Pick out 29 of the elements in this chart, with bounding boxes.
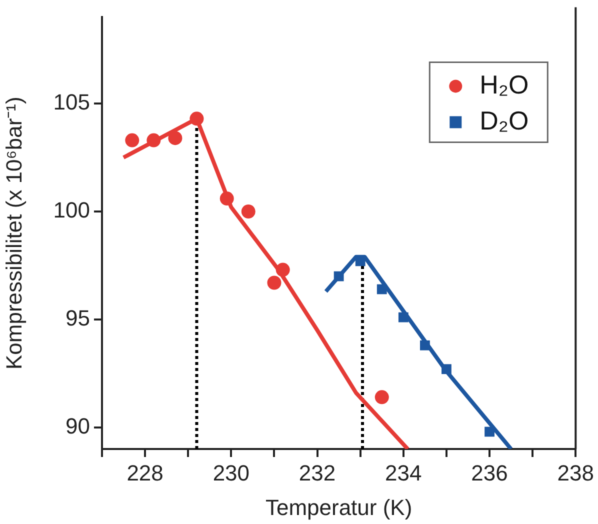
point [376,284,387,294]
y-tick-label: 100 [53,198,90,223]
point [168,131,182,146]
legend-label: D₂O [480,105,529,136]
point [267,276,282,290]
point [442,364,452,374]
x-tick-label: 236 [471,460,508,486]
point [241,204,256,219]
x-axis-title: Temperatur (K) [265,494,412,520]
legend-label: H₂O [480,69,529,100]
point [374,390,389,404]
x-tick-label: 234 [385,460,422,486]
y-tick-label: 90 [66,413,90,438]
point [334,271,344,282]
point [146,133,161,148]
point [190,112,204,126]
y-axis-title: Kompressibilitet (x 10⁶bar⁻¹) [1,96,26,370]
x-tick-label: 228 [126,460,164,486]
point [398,312,408,322]
x-tick-label: 230 [212,460,250,486]
point [420,340,430,350]
point [484,426,494,437]
x-tick-label: 238 [557,460,594,486]
y-tick-label: 105 [53,90,90,115]
point [220,192,234,206]
point [276,262,290,277]
point [125,133,140,148]
x-tick-label: 232 [298,460,336,486]
y-tick-label: 95 [66,306,90,331]
